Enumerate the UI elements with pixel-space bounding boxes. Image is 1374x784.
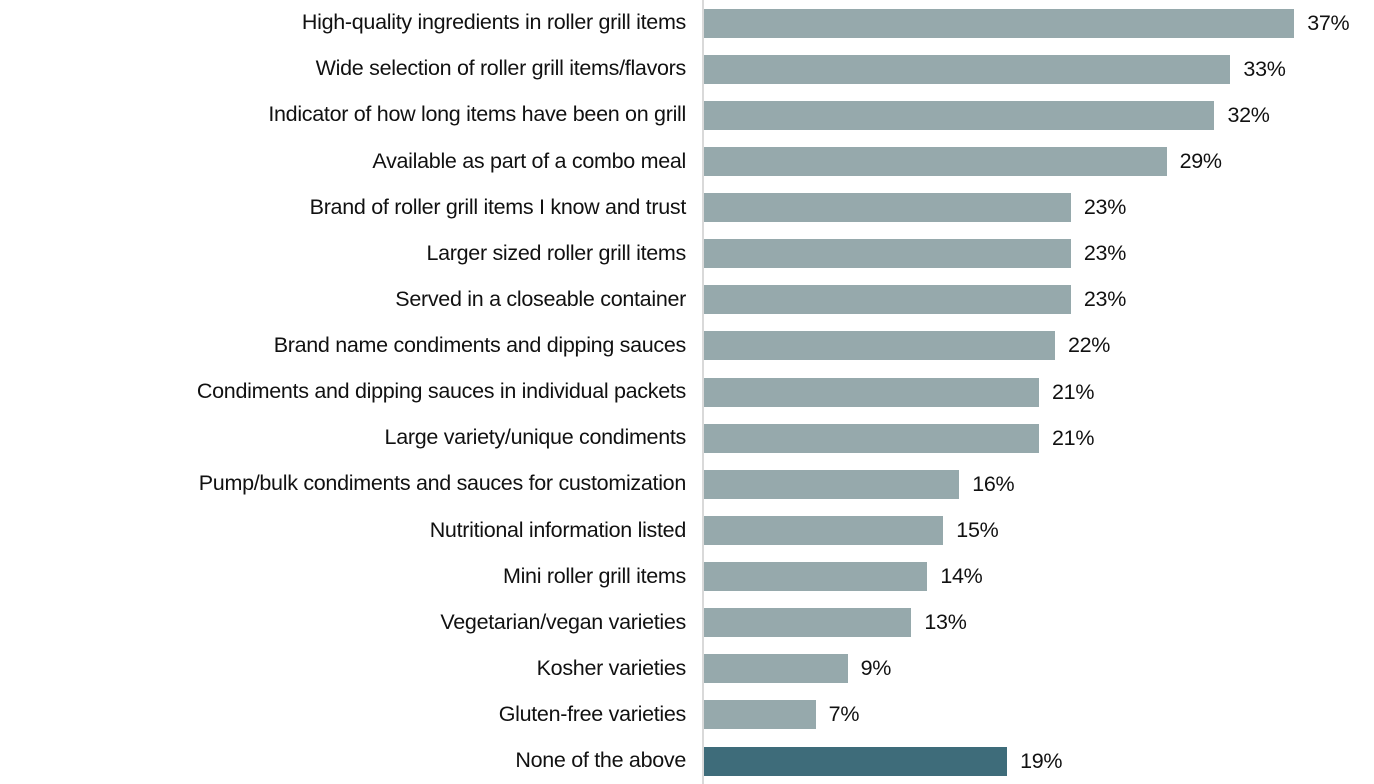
bar xyxy=(704,193,1071,223)
chart-row: None of the above 19% xyxy=(0,738,1374,784)
value-label: 23% xyxy=(1083,195,1127,220)
chart-row: Indicator of how long items have been on… xyxy=(0,92,1374,139)
value-label: 23% xyxy=(1083,287,1127,312)
plot-area: 13% xyxy=(702,599,1374,646)
value-label: 9% xyxy=(860,656,892,681)
chart-row: Kosher varieties 9% xyxy=(0,645,1374,692)
value-label: 16% xyxy=(972,471,1015,496)
chart-row: Gluten-free varieties 7% xyxy=(0,691,1374,738)
bar xyxy=(704,562,928,592)
value-label: 32% xyxy=(1227,102,1270,127)
chart-row: Served in a closeable container 23% xyxy=(0,276,1374,323)
plot-area: 23% xyxy=(702,276,1374,323)
category-label: Pump/bulk condiments and sauces for cust… xyxy=(198,471,687,496)
chart-row: Nutritional information listed 15% xyxy=(0,507,1374,554)
chart-row: Wide selection of roller grill items/fla… xyxy=(0,46,1374,93)
category-label: Nutritional information listed xyxy=(429,517,687,542)
plot-area: 16% xyxy=(702,461,1374,508)
value-label: 37% xyxy=(1307,10,1350,35)
chart-row: Mini roller grill items 14% xyxy=(0,553,1374,600)
value-label: 14% xyxy=(940,564,983,589)
bar xyxy=(704,8,1295,38)
bar xyxy=(704,423,1039,453)
category-label: Wide selection of roller grill items/fla… xyxy=(315,56,687,81)
category-label: Mini roller grill items xyxy=(502,563,686,588)
chart-row: Larger sized roller grill items 23% xyxy=(0,230,1374,277)
plot-area: 21% xyxy=(702,415,1374,462)
plot-area: 21% xyxy=(702,369,1374,416)
plot-area: 15% xyxy=(702,507,1374,554)
value-label: 7% xyxy=(828,702,860,727)
category-label: Large variety/unique condiments xyxy=(384,425,687,450)
plot-area: 32% xyxy=(702,92,1374,139)
category-label: Brand of roller grill items I know and t… xyxy=(309,194,687,219)
bar xyxy=(704,700,816,730)
chart-row: High-quality ingredients in roller grill… xyxy=(0,0,1374,47)
value-label: 33% xyxy=(1243,56,1286,81)
plot-area: 23% xyxy=(702,230,1374,277)
category-label: Gluten-free varieties xyxy=(498,702,687,727)
value-label: 15% xyxy=(956,517,999,542)
value-label: 13% xyxy=(924,610,967,635)
category-label: Larger sized roller grill items xyxy=(426,240,686,265)
bar xyxy=(704,654,848,684)
bar xyxy=(704,377,1039,407)
plot-area: 9% xyxy=(702,645,1374,692)
category-label: Indicator of how long items have been on… xyxy=(268,102,686,127)
bar xyxy=(704,515,944,545)
bar xyxy=(704,146,1167,176)
category-label: Brand name condiments and dipping sauces xyxy=(273,333,687,358)
category-label: Condiments and dipping sauces in individ… xyxy=(196,379,686,404)
category-label: Served in a closeable container xyxy=(395,286,686,311)
plot-area: 33% xyxy=(702,46,1374,93)
bar xyxy=(704,331,1055,361)
value-label: 21% xyxy=(1052,425,1095,450)
bar xyxy=(704,608,912,638)
value-label: 22% xyxy=(1067,333,1111,358)
bar xyxy=(704,239,1071,269)
chart-row: Brand name condiments and dipping sauces… xyxy=(0,322,1374,369)
category-label: Kosher varieties xyxy=(536,655,687,680)
plot-area: 37% xyxy=(702,0,1374,47)
plot-area: 7% xyxy=(702,691,1374,738)
bar xyxy=(704,285,1071,315)
value-label: 19% xyxy=(1020,748,1063,773)
bar xyxy=(704,469,960,499)
bar xyxy=(704,100,1215,130)
bar xyxy=(704,54,1231,84)
chart-row: Pump/bulk condiments and sauces for cust… xyxy=(0,461,1374,508)
category-label: Vegetarian/vegan varieties xyxy=(440,609,686,634)
plot-area: 19% xyxy=(702,738,1374,784)
category-label: Available as part of a combo meal xyxy=(372,148,686,173)
value-label: 21% xyxy=(1052,379,1095,404)
value-label: 23% xyxy=(1083,241,1127,266)
plot-area: 29% xyxy=(702,138,1374,185)
plot-area: 23% xyxy=(702,184,1374,231)
chart-row: Large variety/unique condiments 21% xyxy=(0,415,1374,462)
chart-row: Vegetarian/vegan varieties 13% xyxy=(0,599,1374,646)
value-label: 29% xyxy=(1179,148,1222,173)
chart-row: Condiments and dipping sauces in individ… xyxy=(0,369,1374,416)
chart-row: Available as part of a combo meal 29% xyxy=(0,138,1374,185)
category-label: None of the above xyxy=(515,748,686,773)
plot-area: 14% xyxy=(702,553,1374,600)
category-label: High-quality ingredients in roller grill… xyxy=(301,10,686,35)
chart-row: Brand of roller grill items I know and t… xyxy=(0,184,1374,231)
bar xyxy=(704,746,1008,776)
plot-area: 22% xyxy=(702,322,1374,369)
